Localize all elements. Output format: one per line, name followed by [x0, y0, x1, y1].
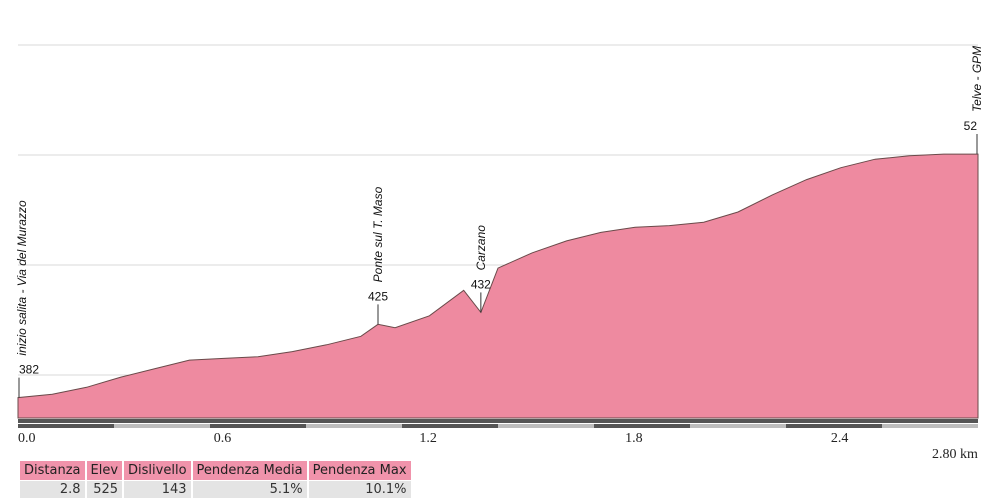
stats-header-dislivello: Dislivello [124, 461, 191, 480]
x-tick-label: 1.8 [625, 431, 643, 446]
waypoint-name-label: Carzano [474, 225, 488, 271]
x-axis-segment [594, 424, 690, 428]
x-tick-label: 1.2 [419, 431, 437, 446]
stats-value-dislivello: 143 [124, 481, 191, 498]
x-axis-segment [498, 424, 594, 428]
x-tick-label: 2.80 km [932, 447, 978, 460]
x-tick-label: 2.4 [831, 431, 849, 446]
stats-value-pendenza-max: 10.1% [308, 481, 411, 498]
stats-value-row: 2.8 525 143 5.1% 10.1% [20, 481, 411, 498]
waypoint-elevation-label: 425 [368, 289, 388, 303]
x-tick-label: 0.6 [214, 431, 232, 446]
x-axis-segment [690, 424, 786, 428]
stats-header-row: Distanza Elev Dislivello Pendenza Media … [20, 461, 411, 480]
stats-header-pendenza-media: Pendenza Media [192, 461, 307, 480]
x-axis-segment [882, 424, 978, 428]
stats-table: Distanza Elev Dislivello Pendenza Media … [18, 460, 413, 499]
waypoint-name-label: Ponte sul T. Maso [371, 186, 385, 282]
stats-header-pendenza-max: Pendenza Max [308, 461, 411, 480]
waypoint-name-label: Telve - GPM [970, 46, 984, 112]
stats-header-distanza: Distanza [20, 461, 85, 480]
x-tick-label: 0.0 [18, 431, 36, 446]
stats-value-elev: 525 [86, 481, 123, 498]
elevation-area [17, 153, 979, 419]
x-axis-segment [786, 424, 882, 428]
x-axis-segment [306, 424, 402, 428]
x-axis-segment [114, 424, 210, 428]
x-axis-segment [402, 424, 498, 428]
stats-value-pendenza-media: 5.1% [192, 481, 307, 498]
stats-header-elev: Elev [86, 461, 123, 480]
elevation-profile-chart: 0.0 0.6 1.2 1.8 2.4 2.80 km 382 inizio salita -… [15, 44, 984, 460]
stats-value-distanza: 2.8 [20, 481, 85, 498]
waypoint-elevation-label: 382 [19, 363, 39, 377]
waypoint-elevation-label: 432 [471, 277, 491, 291]
x-axis-segment [18, 424, 114, 428]
waypoint-elevation-label: 52 [964, 119, 978, 133]
waypoint-name-label: inizio salita - Via del Murazzo [15, 200, 29, 356]
x-axis-segment [210, 424, 306, 428]
x-axis-bar [18, 419, 978, 423]
